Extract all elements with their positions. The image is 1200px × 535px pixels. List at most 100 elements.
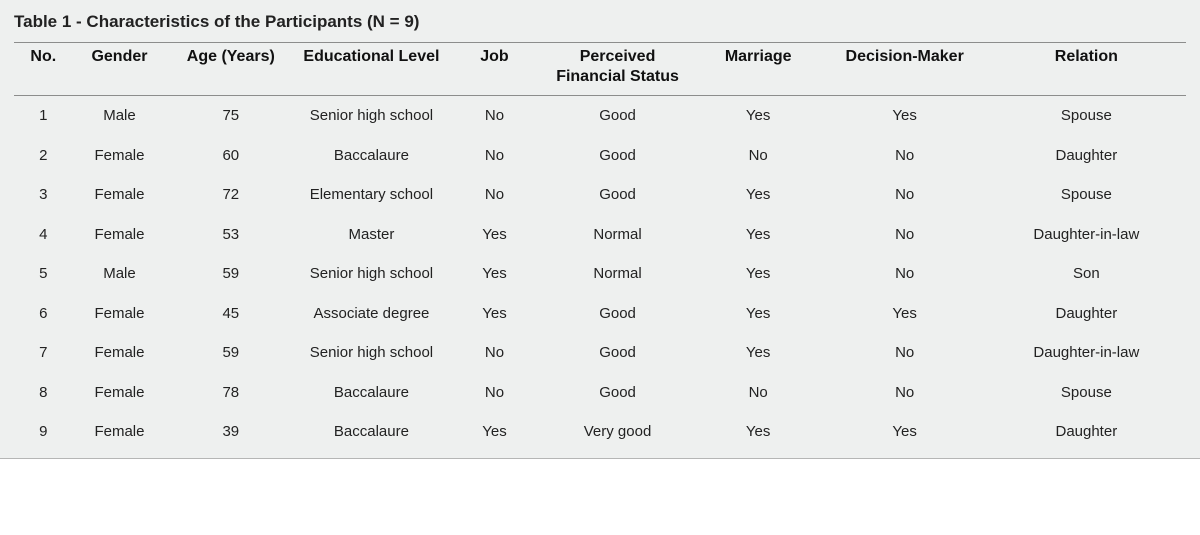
cell: 9 (14, 412, 73, 452)
cell: Good (541, 294, 693, 334)
cell: No (694, 136, 823, 176)
cell: Male (73, 96, 167, 136)
col-header-edu: Educational Level (295, 43, 447, 96)
cell: No (823, 136, 987, 176)
cell: Yes (694, 412, 823, 452)
table-row: 2 Female 60 Baccalaure No Good No No Dau… (14, 136, 1186, 176)
cell: Female (73, 175, 167, 215)
cell: 3 (14, 175, 73, 215)
table-row: 1 Male 75 Senior high school No Good Yes… (14, 96, 1186, 136)
cell: Spouse (987, 96, 1186, 136)
cell: Spouse (987, 373, 1186, 413)
cell: Female (73, 294, 167, 334)
table-header-row: No. Gender Age (Years) Educational Level… (14, 43, 1186, 96)
cell: Daughter-in-law (987, 333, 1186, 373)
cell: No (448, 96, 542, 136)
cell: No (694, 373, 823, 413)
table-container: Table 1 - Characteristics of the Partici… (0, 0, 1200, 459)
cell: Yes (694, 96, 823, 136)
cell: 59 (166, 254, 295, 294)
cell: No (448, 333, 542, 373)
col-header-age: Age (Years) (166, 43, 295, 96)
cell: Yes (823, 412, 987, 452)
cell: Good (541, 373, 693, 413)
cell: Daughter (987, 294, 1186, 334)
table-title: Table 1 - Characteristics of the Partici… (14, 10, 1186, 42)
cell: Master (295, 215, 447, 255)
cell: Yes (694, 294, 823, 334)
cell: No (823, 215, 987, 255)
cell: Yes (448, 215, 542, 255)
cell: Female (73, 373, 167, 413)
cell: Very good (541, 412, 693, 452)
cell: No (823, 254, 987, 294)
col-header-job: Job (448, 43, 542, 96)
cell: No (823, 373, 987, 413)
table-row: 4 Female 53 Master Yes Normal Yes No Dau… (14, 215, 1186, 255)
col-header-marriage: Marriage (694, 43, 823, 96)
cell: Good (541, 175, 693, 215)
cell: 6 (14, 294, 73, 334)
cell: Baccalaure (295, 373, 447, 413)
cell: Good (541, 136, 693, 176)
cell: Baccalaure (295, 136, 447, 176)
cell: Yes (694, 254, 823, 294)
cell: 8 (14, 373, 73, 413)
cell: Baccalaure (295, 412, 447, 452)
cell: Male (73, 254, 167, 294)
col-header-decision: Decision-Maker (823, 43, 987, 96)
cell: Female (73, 215, 167, 255)
cell: Associate degree (295, 294, 447, 334)
cell: No (448, 136, 542, 176)
cell: 53 (166, 215, 295, 255)
cell: Senior high school (295, 254, 447, 294)
cell: Normal (541, 254, 693, 294)
table-row: 8 Female 78 Baccalaure No Good No No Spo… (14, 373, 1186, 413)
cell: Elementary school (295, 175, 447, 215)
cell: 60 (166, 136, 295, 176)
cell: 1 (14, 96, 73, 136)
col-header-relation: Relation (987, 43, 1186, 96)
table-row: 9 Female 39 Baccalaure Yes Very good Yes… (14, 412, 1186, 452)
table-row: 6 Female 45 Associate degree Yes Good Ye… (14, 294, 1186, 334)
cell: 39 (166, 412, 295, 452)
cell: Yes (448, 254, 542, 294)
table-row: 5 Male 59 Senior high school Yes Normal … (14, 254, 1186, 294)
cell: 75 (166, 96, 295, 136)
cell: 7 (14, 333, 73, 373)
cell: 45 (166, 294, 295, 334)
cell: 78 (166, 373, 295, 413)
cell: Normal (541, 215, 693, 255)
cell: Yes (823, 294, 987, 334)
cell: Daughter-in-law (987, 215, 1186, 255)
cell: Son (987, 254, 1186, 294)
participants-table: No. Gender Age (Years) Educational Level… (14, 42, 1186, 452)
cell: Senior high school (295, 96, 447, 136)
cell: Female (73, 136, 167, 176)
table-row: 3 Female 72 Elementary school No Good Ye… (14, 175, 1186, 215)
cell: Yes (694, 333, 823, 373)
cell: 59 (166, 333, 295, 373)
col-header-fin: Perceived Financial Status (541, 43, 693, 96)
cell: Yes (694, 175, 823, 215)
cell: No (823, 333, 987, 373)
col-header-no: No. (14, 43, 73, 96)
cell: No (448, 373, 542, 413)
cell: No (823, 175, 987, 215)
table-body: 1 Male 75 Senior high school No Good Yes… (14, 96, 1186, 452)
cell: Good (541, 333, 693, 373)
cell: Good (541, 96, 693, 136)
cell: Female (73, 412, 167, 452)
cell: Female (73, 333, 167, 373)
cell: Yes (448, 294, 542, 334)
cell: 2 (14, 136, 73, 176)
cell: 72 (166, 175, 295, 215)
table-row: 7 Female 59 Senior high school No Good Y… (14, 333, 1186, 373)
cell: Senior high school (295, 333, 447, 373)
cell: Yes (448, 412, 542, 452)
col-header-gender: Gender (73, 43, 167, 96)
cell: Daughter (987, 412, 1186, 452)
cell: No (448, 175, 542, 215)
cell: 4 (14, 215, 73, 255)
cell: Spouse (987, 175, 1186, 215)
